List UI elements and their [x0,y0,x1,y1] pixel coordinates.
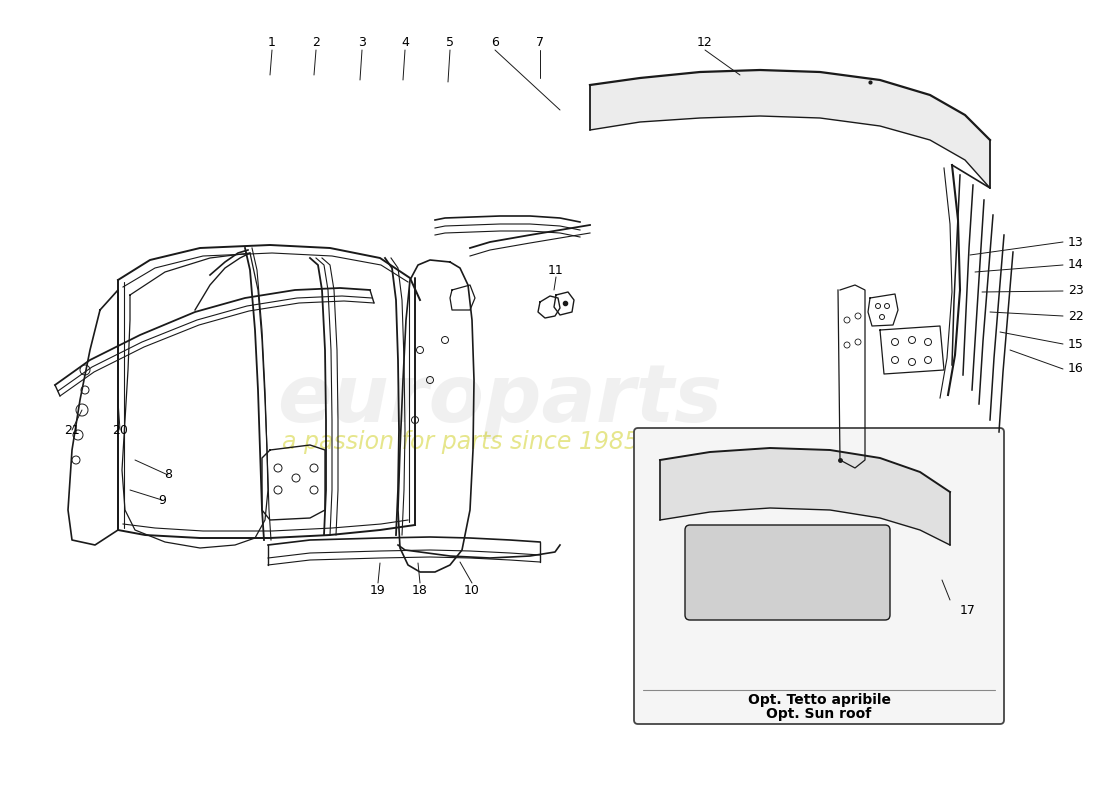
Text: 22: 22 [1068,310,1084,322]
Polygon shape [660,448,950,545]
Text: 3: 3 [359,37,366,50]
Text: 17: 17 [960,603,976,617]
FancyBboxPatch shape [685,525,890,620]
Text: 11: 11 [548,263,564,277]
Text: 13: 13 [1068,235,1084,249]
Text: 18: 18 [412,583,428,597]
Text: 4: 4 [402,37,409,50]
Text: 1: 1 [268,37,276,50]
Text: europarts: europarts [277,361,723,439]
Text: a passion for parts since 1985: a passion for parts since 1985 [282,430,638,454]
Text: 16: 16 [1068,362,1084,375]
Text: Opt. Sun roof: Opt. Sun roof [767,707,871,721]
Text: 14: 14 [1068,258,1084,271]
Text: 5: 5 [446,37,454,50]
Text: 21: 21 [64,423,80,437]
Polygon shape [590,70,990,188]
Text: 7: 7 [536,37,544,50]
Text: 8: 8 [164,469,172,482]
Text: 10: 10 [464,583,480,597]
Text: 2: 2 [312,37,320,50]
Text: 15: 15 [1068,338,1084,350]
Text: 19: 19 [370,583,386,597]
Text: Opt. Tetto apribile: Opt. Tetto apribile [748,693,891,707]
Text: 23: 23 [1068,285,1084,298]
FancyBboxPatch shape [634,428,1004,724]
Text: 6: 6 [491,37,499,50]
Text: 9: 9 [158,494,166,506]
Text: 20: 20 [112,423,128,437]
Text: 12: 12 [697,37,713,50]
